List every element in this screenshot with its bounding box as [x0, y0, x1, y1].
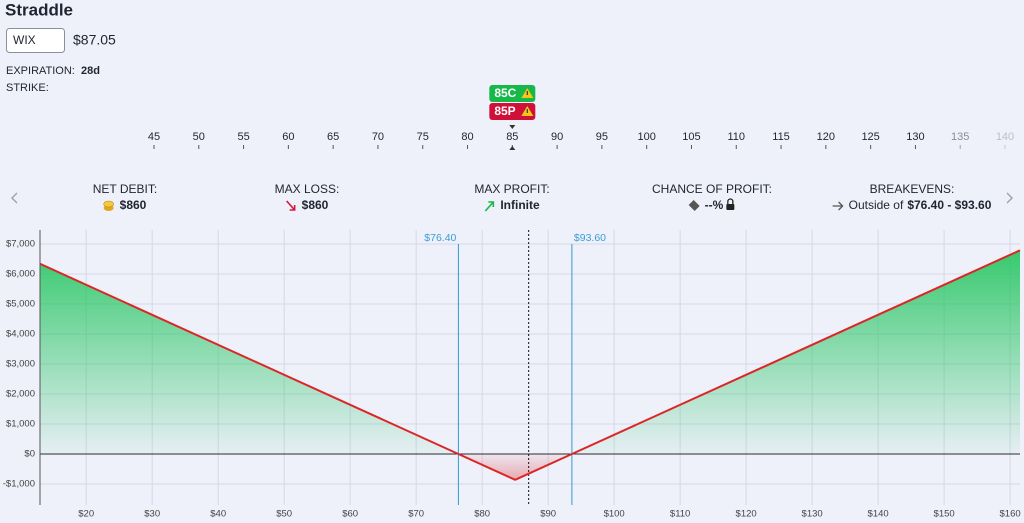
y-tick-label: $7,000 — [6, 239, 35, 250]
strike-leg-badge[interactable]: 85C — [489, 85, 536, 102]
strike-tick-label[interactable]: 115 — [772, 131, 790, 143]
strike-tick-label[interactable]: 70 — [372, 131, 384, 143]
strike-tick-label[interactable]: 60 — [282, 131, 294, 143]
stat-label: MAX PROFIT: — [474, 182, 549, 196]
stat-value: $860 — [286, 198, 329, 212]
stat-value: Infinite — [484, 198, 540, 212]
strike-tick-label[interactable]: 55 — [237, 131, 249, 143]
x-tick-label: $90 — [540, 509, 556, 520]
y-tick-label: $3,000 — [6, 359, 35, 370]
stat-value-prefix: Outside of — [849, 198, 904, 212]
loss-area — [40, 454, 1020, 480]
strike-tick-label[interactable]: 130 — [906, 131, 924, 143]
leg-pointer — [509, 146, 516, 150]
x-tick-label: $130 — [802, 509, 823, 520]
stat-value-text: $76.40 - $93.60 — [907, 198, 991, 212]
prev-arrow[interactable] — [11, 192, 18, 204]
strike-tick-label[interactable]: 85 — [506, 131, 518, 143]
strike-tick-label[interactable]: 50 — [193, 131, 205, 143]
stat-value: Outside of $76.40 - $93.60 — [832, 198, 992, 212]
strike-tick-label[interactable]: 65 — [327, 131, 339, 143]
strike-tick-label[interactable]: 100 — [638, 131, 656, 143]
strike-tick-label[interactable]: 110 — [727, 131, 745, 143]
breakeven-label: $76.40 — [424, 232, 456, 244]
dice-icon — [688, 200, 700, 211]
stat-label: CHANCE OF PROFIT: — [652, 182, 772, 196]
up-arrow-icon — [484, 201, 495, 212]
expiration-label: EXPIRATION: — [6, 65, 75, 77]
payoff-line — [40, 249, 1021, 481]
strike-tick-label[interactable]: 135 — [951, 131, 969, 143]
y-tick-label: -$1,000 — [3, 479, 35, 490]
y-tick-label: $0 — [24, 449, 35, 460]
strike-tick-label[interactable]: 95 — [596, 131, 608, 143]
breakeven-label: $93.60 — [574, 232, 606, 244]
coin-icon — [103, 200, 114, 208]
x-tick-label: $150 — [934, 509, 955, 520]
strike-tick-label[interactable]: 45 — [148, 131, 160, 143]
next-arrow[interactable] — [1006, 192, 1013, 204]
symbol-input[interactable] — [6, 28, 65, 53]
badge-label: 85C — [494, 86, 516, 100]
symbol-text[interactable]: WIX — [13, 33, 36, 47]
x-tick-label: $160 — [1000, 509, 1021, 520]
strike-tick-label[interactable]: 120 — [817, 131, 835, 143]
expiration-value[interactable]: 28d — [81, 65, 100, 77]
right-arrow-icon — [832, 201, 844, 211]
strike-tick-label[interactable]: 90 — [551, 131, 563, 143]
stat-value: --% — [688, 198, 735, 212]
badge-label: 85P — [494, 104, 515, 118]
y-tick-label: $4,000 — [6, 329, 35, 340]
strike-tick-label[interactable]: 125 — [861, 131, 879, 143]
x-tick-label: $50 — [276, 509, 292, 520]
profit-area — [40, 250, 1020, 454]
strike-tick-label[interactable]: 75 — [417, 131, 429, 143]
x-tick-label: $140 — [868, 509, 889, 520]
x-tick-label: $70 — [408, 509, 424, 520]
stat-value-text: Infinite — [500, 198, 540, 212]
strike-tick-label[interactable]: 105 — [682, 131, 700, 143]
stock-price: $87.05 — [73, 32, 116, 48]
lock-icon — [727, 198, 734, 204]
x-tick-label: $110 — [670, 509, 690, 520]
strategy-title: Straddle — [5, 0, 73, 19]
strike-label: STRIKE: — [6, 82, 49, 94]
down-arrow-icon — [286, 200, 296, 211]
y-tick-label: $2,000 — [6, 389, 35, 400]
stat-value-text: --% — [705, 198, 724, 212]
lock-icon — [726, 204, 735, 210]
y-tick-label: $6,000 — [6, 269, 35, 280]
strike-tick-label[interactable]: 140 — [996, 131, 1014, 143]
stat-label: MAX LOSS: — [275, 182, 340, 196]
x-tick-label: $100 — [604, 509, 625, 520]
y-tick-label: $1,000 — [6, 419, 35, 430]
x-tick-label: $80 — [474, 509, 490, 520]
strike-leg-badge[interactable]: 85P — [489, 103, 536, 120]
strike-tick-label[interactable]: 80 — [461, 131, 473, 143]
stat-value: $860 — [103, 198, 147, 212]
stat-label: BREAKEVENS: — [870, 182, 955, 196]
stat-label: NET DEBIT: — [93, 182, 157, 196]
stat-value-text: $860 — [302, 198, 329, 212]
x-tick-label: $20 — [78, 509, 94, 520]
y-tick-label: $5,000 — [6, 299, 35, 310]
x-tick-label: $120 — [736, 509, 757, 520]
x-tick-label: $40 — [210, 509, 226, 520]
payoff-chart — [40, 230, 1021, 505]
leg-pointer — [509, 125, 516, 129]
x-tick-label: $30 — [144, 509, 160, 520]
x-tick-label: $60 — [342, 509, 358, 520]
stat-value-text: $860 — [120, 198, 147, 212]
